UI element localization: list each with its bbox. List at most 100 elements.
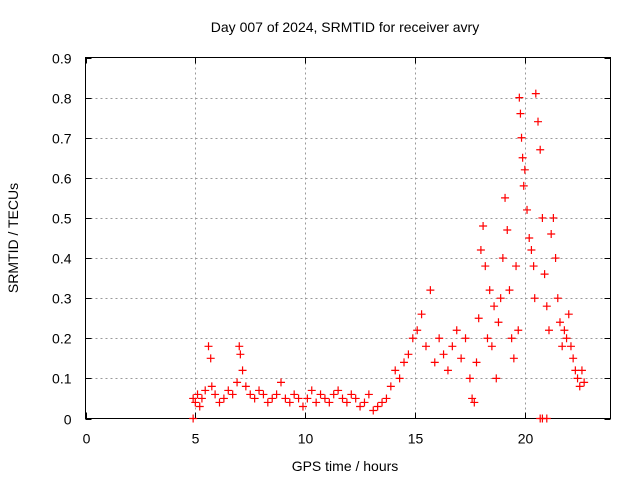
- data-point: [236, 350, 245, 359]
- data-point: [334, 386, 343, 395]
- data-points: [189, 89, 589, 423]
- data-point: [542, 302, 551, 311]
- x-axis: 0 5 10 15 20: [83, 57, 533, 447]
- data-point: [373, 402, 382, 411]
- data-point: [277, 378, 286, 387]
- data-point: [413, 326, 422, 335]
- data-point: [201, 386, 210, 395]
- data-point: [520, 165, 529, 174]
- data-point: [461, 334, 470, 343]
- data-point: [555, 318, 564, 327]
- plot-frame: [85, 57, 611, 419]
- data-point: [386, 382, 395, 391]
- data-point: [527, 246, 536, 255]
- data-point: [197, 394, 206, 403]
- data-point: [360, 398, 369, 407]
- y-axis-label: SRMTID / TECUs: [5, 183, 21, 293]
- data-point: [195, 402, 204, 411]
- data-point: [382, 394, 391, 403]
- data-point: [307, 386, 316, 395]
- data-point: [505, 286, 514, 295]
- data-point: [564, 310, 573, 319]
- data-point: [219, 394, 228, 403]
- y-tick-label: 0.7: [52, 131, 72, 147]
- data-point: [481, 262, 490, 271]
- data-point: [294, 394, 303, 403]
- data-point: [566, 342, 575, 351]
- data-point: [498, 254, 507, 263]
- data-point: [485, 286, 494, 295]
- data-point: [259, 390, 268, 399]
- data-point: [430, 358, 439, 367]
- y-tick-label: 0: [64, 412, 72, 428]
- data-point: [518, 153, 527, 162]
- data-point: [364, 390, 373, 399]
- data-point: [443, 366, 452, 375]
- data-point: [246, 390, 255, 399]
- data-point: [501, 193, 510, 202]
- data-point: [204, 342, 213, 351]
- data-point: [400, 358, 409, 367]
- data-point: [457, 354, 466, 363]
- data-point: [228, 390, 237, 399]
- data-point: [492, 374, 501, 383]
- data-point: [189, 414, 198, 423]
- data-point: [560, 326, 569, 335]
- data-point: [514, 326, 523, 335]
- data-point: [465, 374, 474, 383]
- data-point: [479, 221, 488, 230]
- data-point: [483, 334, 492, 343]
- y-tick-label: 0.6: [52, 171, 72, 187]
- x-tick-label: 10: [298, 431, 314, 447]
- data-point: [342, 398, 351, 407]
- data-point: [525, 234, 534, 242]
- data-point: [263, 398, 272, 407]
- data-point: [211, 390, 220, 399]
- data-point: [435, 334, 444, 343]
- data-point: [303, 394, 312, 403]
- data-point: [391, 366, 400, 375]
- x-tick-label: 0: [83, 431, 91, 447]
- data-point: [544, 326, 553, 335]
- data-point: [573, 374, 582, 383]
- data-point: [468, 394, 477, 403]
- data-point: [356, 402, 365, 411]
- data-point: [215, 398, 224, 407]
- data-point: [408, 334, 417, 343]
- data-point: [512, 262, 521, 271]
- data-point: [509, 354, 518, 363]
- data-point: [575, 382, 584, 391]
- data-point: [476, 246, 485, 255]
- data-point: [538, 213, 547, 222]
- x-tick-label: 15: [408, 431, 424, 447]
- y-tick-label: 0.5: [52, 211, 72, 227]
- data-point: [347, 390, 356, 399]
- data-point: [531, 89, 540, 98]
- data-point: [452, 326, 461, 335]
- data-point: [503, 225, 512, 234]
- data-point: [193, 390, 202, 399]
- data-point: [547, 229, 556, 238]
- data-point: [191, 398, 200, 407]
- data-point: [298, 402, 307, 411]
- data-point: [285, 398, 294, 407]
- data-point: [351, 394, 360, 403]
- data-point: [421, 342, 430, 351]
- data-point: [255, 386, 264, 395]
- x-axis-label: GPS time / hours: [292, 458, 399, 474]
- data-point: [238, 366, 247, 375]
- data-point: [487, 342, 496, 351]
- data-point: [338, 394, 347, 403]
- data-point: [496, 294, 505, 303]
- y-tick-label: 0.1: [52, 371, 72, 387]
- data-point: [369, 406, 378, 415]
- data-point: [523, 205, 532, 214]
- y-tick-label: 0.8: [52, 91, 72, 107]
- y-tick-label: 0.3: [52, 291, 72, 307]
- data-point: [580, 378, 589, 387]
- data-point: [470, 398, 479, 407]
- data-point: [206, 354, 215, 363]
- data-point: [224, 386, 233, 395]
- y-axis: 0 0.1 0.2 0.3 0.4 0.5 0.6 0.7 0.8 0.9: [52, 51, 611, 428]
